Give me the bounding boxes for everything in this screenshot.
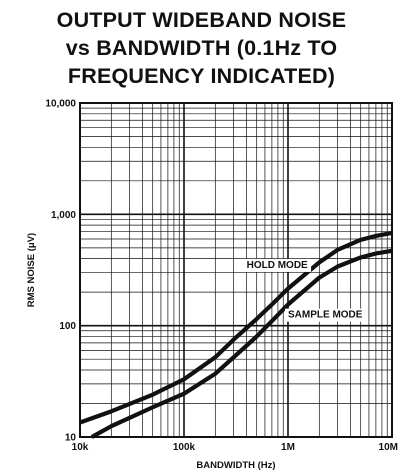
x-tick-label: 100k [173,442,196,453]
x-axis-label: BANDWIDTH (Hz) [196,460,275,471]
x-tick-labels: 10k 100k 1M 10M [72,442,398,453]
y-tick-label: 10,000 [45,99,76,110]
hold-mode-label-background [243,258,312,272]
plot-frame [79,102,393,438]
hold-mode-label-group: HOLD MODE [243,258,312,272]
chart-title-line-1: OUTPUT WIDEBAND NOISE [56,8,347,32]
sample-mode-series-line [90,248,393,439]
major-grid [79,103,392,438]
hold-mode-label: HOLD MODE [247,260,308,271]
sample-mode-label: SAMPLE MODE [288,310,363,321]
x-tick-label: 1M [281,442,295,453]
y-tick-label: 10 [65,433,77,444]
chart-title-line-3: FREQUENCY INDICATED) [67,64,336,88]
y-tick-label: 1,000 [51,210,76,221]
y-tick-labels: 10 100 1,000 10,000 [45,99,76,444]
chart-title-line-2: vs BANDWIDTH (0.1Hz TO [65,36,338,60]
hold-mode-series-line [79,230,393,425]
series-layer [79,230,393,439]
y-axis-label: RMS NOISE (μV) [26,233,37,307]
minor-grid [80,103,392,437]
x-tick-label: 10k [72,442,89,453]
x-tick-label: 10M [379,442,398,453]
y-tick-label: 100 [59,321,76,332]
sample-mode-label-group: SAMPLE MODE [285,308,366,322]
sample-mode-label-background [285,308,366,322]
